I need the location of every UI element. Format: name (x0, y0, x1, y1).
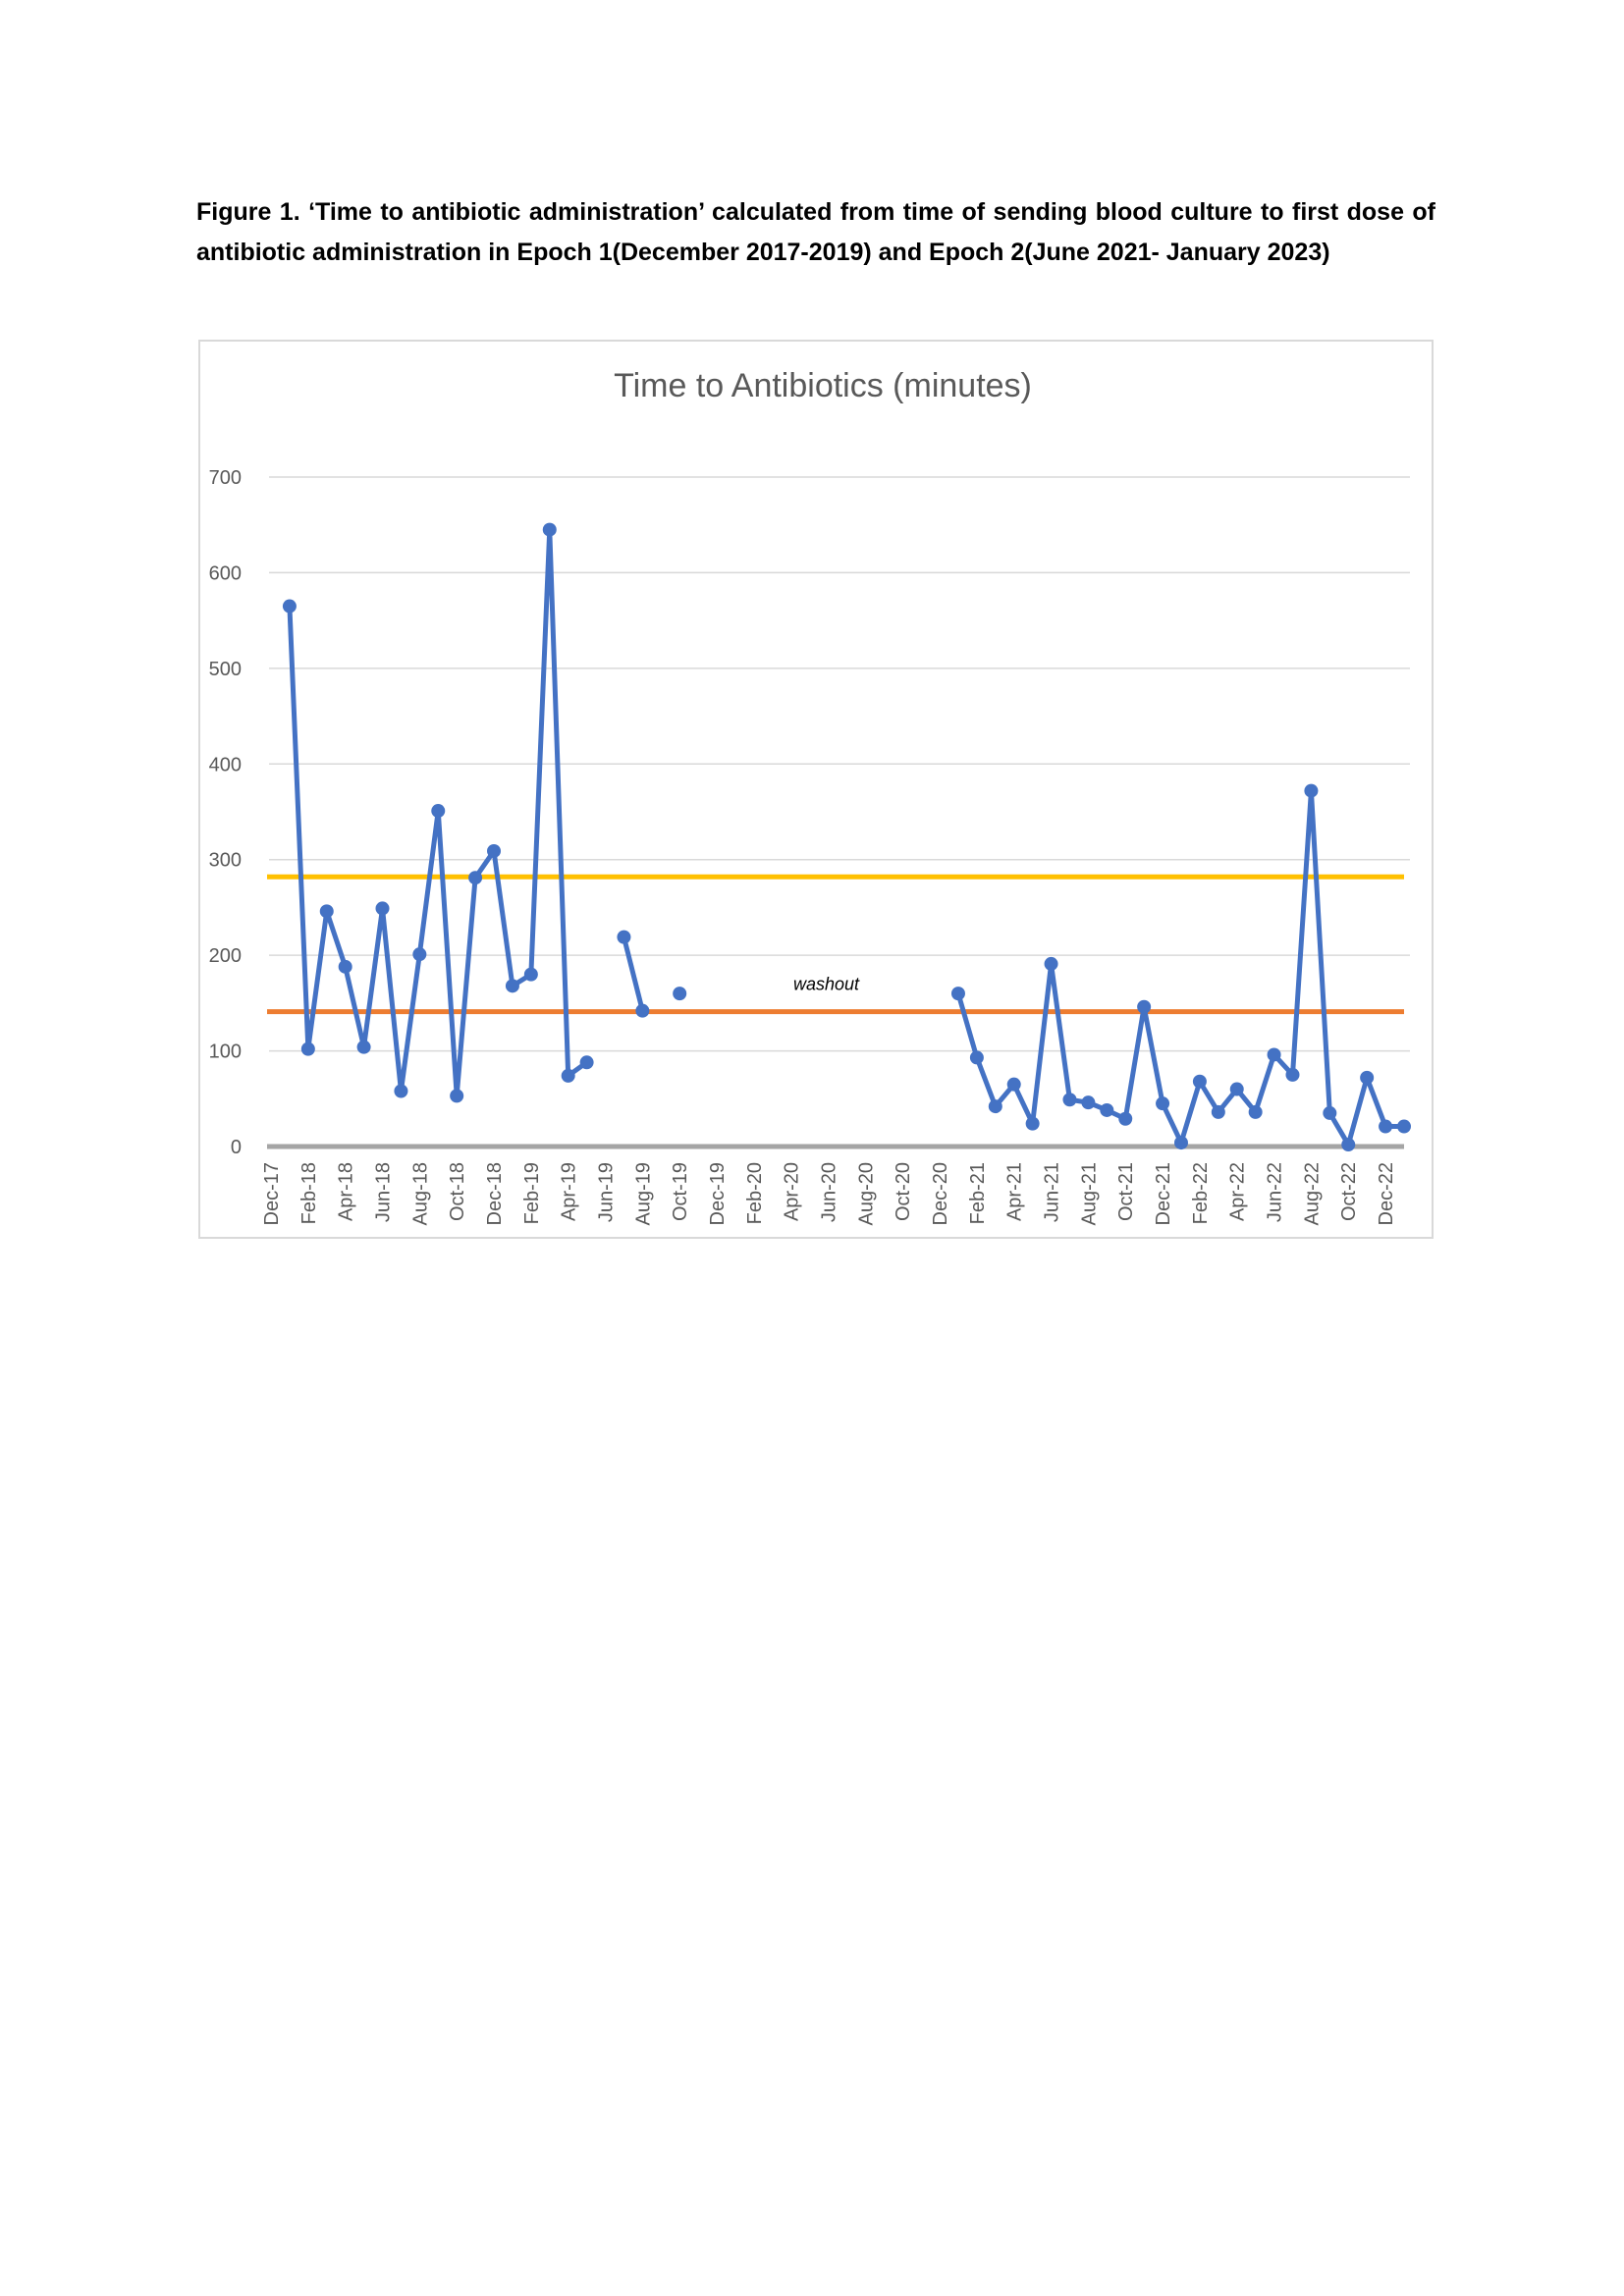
x-tick-label-Dec-18: Dec-18 (484, 1162, 506, 1225)
x-tick-label-Oct-21: Oct-21 (1115, 1162, 1137, 1221)
y-tick-label-100: 100 (209, 1041, 242, 1063)
data-point-Mar-19 (542, 522, 557, 537)
data-point-Apr-19 (561, 1068, 575, 1083)
x-tick-label-Jun-18: Jun-18 (373, 1162, 395, 1222)
chart-frame: Time to Antibiotics (minutes) 0 100 200 300… (198, 340, 1434, 1239)
x-tick-label-Oct-18: Oct-18 (447, 1162, 468, 1221)
data-point-Jun-18 (375, 901, 390, 916)
data-point-Jan-21 (950, 987, 965, 1001)
data-point-Sep-21 (1100, 1102, 1114, 1117)
y-tick-label-500: 500 (209, 659, 242, 680)
x-tick-label-Jun-20: Jun-20 (819, 1162, 840, 1222)
data-point-Dec-21 (1156, 1096, 1170, 1111)
data-point-Dec-22 (1379, 1119, 1393, 1134)
data-point-Nov-18 (468, 871, 483, 885)
data-point-Jul-21 (1062, 1093, 1077, 1107)
data-point-Apr-21 (1006, 1077, 1021, 1092)
x-tick-label-Aug-20: Aug-20 (855, 1162, 877, 1226)
x-tick-label-Jun-21: Jun-21 (1042, 1162, 1063, 1222)
series-line-segment-4 (955, 788, 1404, 1148)
x-tick-label-Apr-22: Apr-22 (1227, 1162, 1249, 1221)
x-tick-label-Aug-21: Aug-21 (1078, 1162, 1100, 1226)
x-tick-label-Apr-19: Apr-19 (559, 1162, 580, 1221)
annotation-washout: washout (793, 974, 860, 993)
y-tick-label-300: 300 (209, 850, 242, 872)
data-point-Oct-22 (1341, 1138, 1356, 1152)
data-point-May-22 (1248, 1104, 1263, 1119)
data-point-Oct-19 (673, 987, 687, 1001)
data-point-Feb-21 (969, 1050, 984, 1065)
x-tick-label-Feb-19: Feb-19 (521, 1162, 543, 1224)
data-point-Sep-22 (1323, 1105, 1337, 1120)
x-tick-label-Oct-22: Oct-22 (1338, 1162, 1360, 1221)
x-tick-label-Oct-19: Oct-19 (670, 1162, 691, 1221)
y-tick-label-700: 700 (209, 467, 242, 489)
reference-lines (267, 874, 1404, 1149)
x-tick-label-Dec-20: Dec-20 (930, 1162, 951, 1225)
data-point-Mar-22 (1211, 1104, 1225, 1119)
x-axis-ticks: Dec-17 Feb-18 Apr-18 Jun-18 Aug-18 Oct-18 Dec-… (261, 1162, 1397, 1226)
data-point-Jul-18 (394, 1084, 408, 1098)
chart-title: Time to Antibiotics (minutes) (614, 367, 1032, 404)
data-point-Aug-19 (635, 1003, 650, 1018)
series-layer (282, 522, 1411, 1152)
data-point-Jun-22 (1267, 1047, 1281, 1062)
x-tick-label-Aug-22: Aug-22 (1301, 1162, 1323, 1226)
data-point-Sep-18 (431, 804, 446, 819)
data-point-Feb-22 (1192, 1074, 1207, 1089)
data-point-Aug-18 (412, 947, 427, 962)
y-tick-label-0: 0 (231, 1137, 242, 1158)
x-tick-label-Aug-18: Aug-18 (409, 1162, 431, 1226)
y-tick-label-400: 400 (209, 754, 242, 775)
x-tick-label-Oct-20: Oct-20 (893, 1162, 914, 1221)
data-point-Oct-21 (1118, 1111, 1133, 1126)
x-tick-label-Dec-22: Dec-22 (1376, 1162, 1397, 1225)
x-tick-label-Jun-22: Jun-22 (1265, 1162, 1286, 1222)
y-tick-label-200: 200 (209, 945, 242, 967)
x-tick-label-Feb-18: Feb-18 (298, 1162, 320, 1224)
x-tick-label-Dec-17: Dec-17 (261, 1162, 283, 1225)
data-point-Nov-21 (1137, 999, 1152, 1014)
data-point-Jan-22 (1173, 1136, 1188, 1150)
figure-caption: Figure 1. ‘Time to antibiotic administra… (196, 198, 1435, 266)
data-point-Jan-23 (1397, 1119, 1411, 1134)
data-point-Jul-19 (617, 930, 631, 944)
gridlines (269, 476, 1410, 1052)
data-point-Apr-22 (1229, 1082, 1244, 1096)
line-chart: Time to Antibiotics (minutes) 0 100 200 300… (209, 367, 1411, 1226)
annotations: washout (793, 974, 860, 993)
x-tick-label-Feb-20: Feb-20 (744, 1162, 766, 1224)
data-point-Aug-22 (1304, 783, 1319, 798)
data-point-Jan-18 (282, 599, 297, 614)
x-tick-label-Jun-19: Jun-19 (596, 1162, 618, 1222)
data-point-Oct-18 (450, 1089, 464, 1103)
data-point-Jan-19 (505, 979, 519, 993)
data-point-Feb-19 (523, 967, 538, 982)
data-point-Feb-18 (300, 1041, 315, 1056)
data-point-Apr-18 (338, 959, 352, 974)
data-point-Nov-22 (1360, 1070, 1375, 1085)
data-point-May-21 (1025, 1116, 1040, 1131)
data-point-Dec-18 (487, 843, 502, 858)
data-point-May-18 (356, 1040, 371, 1054)
y-axis-ticks: 0 100 200 300 400 500 600 700 (209, 467, 242, 1158)
data-point-Mar-18 (319, 904, 334, 919)
x-tick-label-Feb-22: Feb-22 (1190, 1162, 1212, 1224)
x-tick-label-Apr-18: Apr-18 (336, 1162, 357, 1221)
x-tick-label-Aug-19: Aug-19 (632, 1162, 654, 1226)
x-tick-label-Dec-19: Dec-19 (707, 1162, 729, 1225)
x-tick-label-Apr-20: Apr-20 (782, 1162, 803, 1221)
series-line-segment-2 (622, 936, 645, 1012)
x-tick-label-Apr-21: Apr-21 (1004, 1162, 1026, 1221)
y-tick-label-600: 600 (209, 562, 242, 584)
data-point-May-19 (579, 1055, 594, 1070)
x-tick-label-Dec-21: Dec-21 (1153, 1162, 1174, 1225)
data-point-Mar-21 (988, 1099, 1002, 1114)
x-tick-label-Feb-21: Feb-21 (967, 1162, 989, 1224)
data-point-Jun-21 (1044, 956, 1058, 971)
data-point-Aug-21 (1081, 1095, 1096, 1110)
data-point-Jul-22 (1285, 1067, 1300, 1082)
